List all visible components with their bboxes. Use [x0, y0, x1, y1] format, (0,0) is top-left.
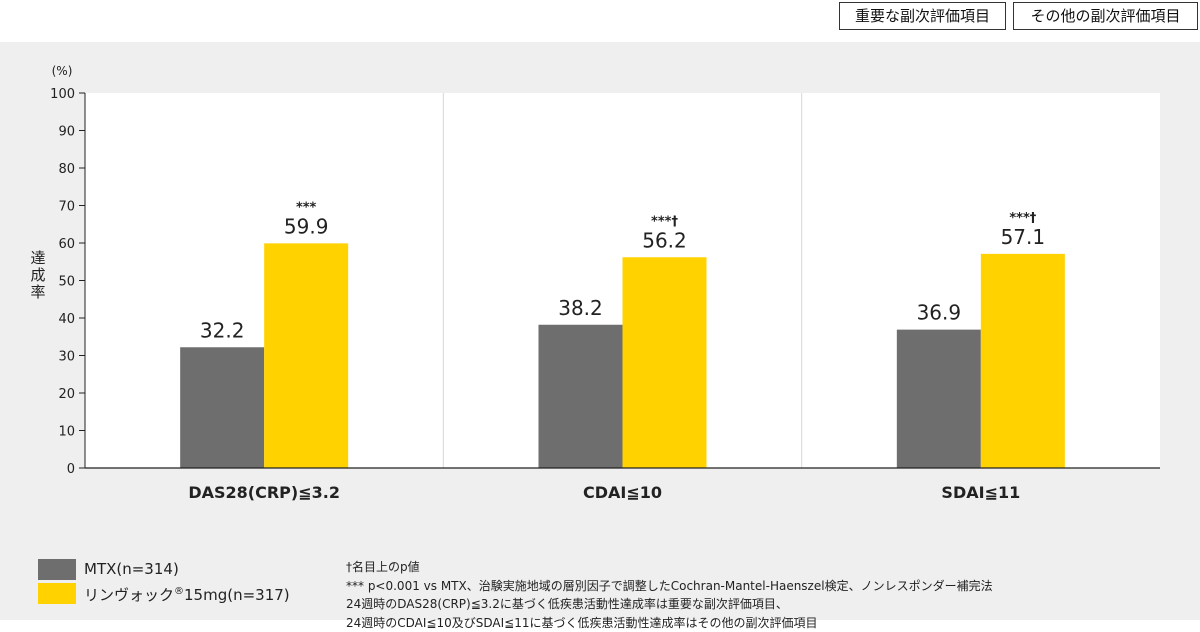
significance-annotation: ***† — [1009, 211, 1036, 226]
significance-annotation: *** — [296, 200, 317, 215]
y-tick-label: 10 — [58, 425, 75, 440]
y-axis-label: 率 — [30, 283, 45, 301]
x-category-label: CDAI≦10 — [583, 483, 662, 502]
legend-swatch-mtx — [38, 559, 76, 580]
footnote-other-endpoint: 24週時のCDAI≦10及びSDAI≦11に基づく低疾患活動性達成率はその他の副… — [346, 614, 993, 632]
y-tick-label: 70 — [58, 200, 75, 215]
bar-rinvoq — [623, 257, 707, 468]
data-label-rinvoq: 59.9 — [284, 214, 329, 238]
y-tick-label: 90 — [58, 125, 75, 140]
chart-panel: 0 10 20 30 40 50 60 70 80 90 100 (%) 達成率 32.2 59.9*** D… — [0, 42, 1200, 620]
significance-annotation: ***† — [651, 214, 678, 229]
top-bar: 重要な副次評価項目 その他の副次評価項目 — [0, 0, 1200, 42]
x-category-label: SDAI≦11 — [941, 483, 1020, 502]
data-label-mtx: 36.9 — [917, 301, 962, 325]
bar-mtx — [539, 325, 623, 468]
y-tick-label: 80 — [58, 162, 75, 177]
bar-mtx — [897, 330, 981, 468]
bar-rinvoq — [264, 243, 348, 468]
y-axis-label: 達 — [30, 249, 45, 267]
bar-mtx — [180, 347, 264, 468]
bar-rinvoq — [981, 254, 1065, 468]
data-label-mtx: 38.2 — [558, 296, 603, 320]
bar-chart: 0 10 20 30 40 50 60 70 80 90 100 (%) 達成率 32.2 59.9*** D… — [0, 42, 1200, 547]
footnote-dagger: †名目上のp値 — [346, 558, 993, 577]
y-axis-label: 成 — [30, 266, 45, 284]
y-tick-label: 0 — [67, 462, 75, 477]
y-tick-label: 30 — [58, 350, 75, 365]
y-tick-label: 20 — [58, 387, 75, 402]
legend-swatch-rinvoq — [38, 583, 76, 604]
y-tick-label: 60 — [58, 237, 75, 252]
tab-other-secondary-endpoints[interactable]: その他の副次評価項目 — [1013, 2, 1198, 30]
data-label-mtx: 32.2 — [200, 318, 245, 342]
footnote-pvalue: *** p<0.001 vs MTX、治験実施地域の層別因子で調整したCochr… — [346, 577, 993, 596]
data-label-rinvoq: 56.2 — [642, 228, 687, 252]
data-label-rinvoq: 57.1 — [1001, 225, 1046, 249]
legend-label-mtx: MTX(n=314) — [84, 560, 179, 578]
legend-label-rinvoq: リンヴォック®15mg(n=317) — [84, 584, 290, 605]
tab-key-secondary-endpoints[interactable]: 重要な副次評価項目 — [839, 2, 1006, 30]
x-category-label: DAS28(CRP)≦3.2 — [188, 483, 340, 502]
y-tick-label: 100 — [50, 87, 75, 102]
y-tick-label: 40 — [58, 312, 75, 327]
footnotes: †名目上のp値 *** p<0.001 vs MTX、治験実施地域の層別因子で調… — [346, 558, 993, 632]
y-unit-label: (%) — [52, 64, 73, 78]
y-tick-label: 50 — [58, 275, 75, 290]
footnote-key-endpoint: 24週時のDAS28(CRP)≦3.2に基づく低疾患活動性達成率は重要な副次評価… — [346, 595, 993, 614]
